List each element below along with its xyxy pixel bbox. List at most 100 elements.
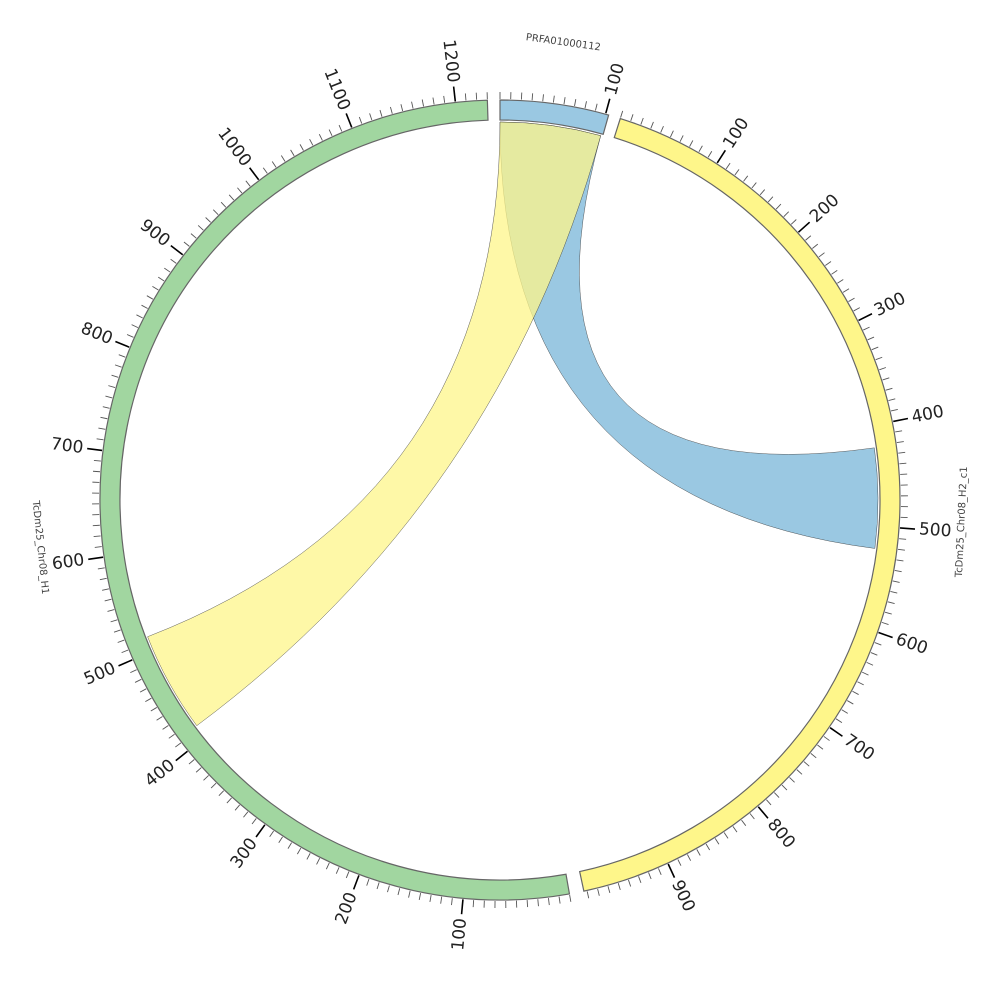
minor-tick [734, 169, 740, 176]
minor-tick [271, 161, 277, 168]
major-tick [249, 167, 260, 181]
minor-tick [183, 241, 190, 247]
tick-label: 1000 [213, 124, 255, 171]
minor-tick [318, 134, 323, 141]
minor-tick [677, 859, 682, 866]
minor-tick [97, 567, 105, 570]
minor-tick [831, 270, 838, 275]
minor-tick [113, 629, 121, 633]
minor-tick [287, 842, 292, 849]
minor-tick [705, 843, 711, 851]
minor-tick [879, 367, 887, 371]
minor-tick [882, 377, 890, 381]
segment-band [578, 117, 901, 892]
minor-tick [306, 853, 311, 860]
major-tick [115, 340, 130, 348]
minor-tick [874, 642, 882, 646]
minor-tick [366, 878, 370, 886]
major-tick [878, 631, 893, 639]
minor-tick [108, 385, 116, 389]
minor-tick [104, 598, 112, 602]
minor-tick [100, 416, 108, 420]
minor-tick [136, 314, 143, 319]
minor-tick [648, 872, 652, 880]
minor-tick [156, 716, 163, 721]
tick-label: 600 [893, 629, 930, 659]
minor-tick [885, 387, 893, 391]
minor-tick [408, 890, 411, 898]
minor-tick [269, 830, 274, 838]
minor-tick [707, 151, 713, 158]
minor-tick [443, 95, 446, 103]
minor-tick [896, 559, 904, 562]
minor-tick [158, 276, 165, 282]
tick-label: 200 [331, 890, 361, 927]
minor-tick [170, 258, 177, 264]
minor-tick [110, 619, 118, 623]
minor-tick [188, 759, 195, 765]
tick-label: 700 [840, 730, 878, 765]
minor-tick [117, 639, 125, 643]
segment-name-label: TcDm25_Chr08_H1 [30, 499, 51, 595]
tick-label: 1100 [319, 66, 354, 114]
minor-tick [548, 898, 550, 906]
minor-tick [126, 334, 134, 338]
tick-label: 600 [51, 550, 86, 574]
minor-tick [848, 297, 855, 302]
minor-tick [817, 744, 824, 750]
tick-label: 100 [448, 917, 471, 951]
tick-label: 100 [601, 61, 629, 98]
tick-label: 500 [918, 519, 952, 541]
links [147, 121, 879, 726]
minor-tick [870, 652, 878, 656]
minor-tick [107, 609, 115, 612]
minor-tick [218, 790, 225, 797]
minor-tick [670, 130, 674, 138]
minor-tick [114, 364, 122, 368]
minor-tick [131, 324, 139, 329]
minor-tick [309, 138, 314, 146]
minor-tick [210, 782, 217, 789]
minor-tick [105, 395, 113, 399]
minor-tick [810, 753, 817, 759]
minor-tick [212, 209, 219, 216]
minor-tick [767, 196, 774, 203]
tick-label: 800 [78, 318, 116, 349]
minor-tick [411, 101, 414, 109]
minor-tick [789, 777, 795, 783]
major-tick [255, 824, 266, 838]
minor-tick [162, 725, 169, 730]
minor-tick [400, 104, 404, 112]
minor-tick [790, 219, 797, 225]
minor-tick [542, 94, 544, 102]
minor-tick [620, 110, 624, 118]
minor-tick [723, 832, 729, 839]
major-tick [118, 659, 133, 667]
tick-label: 300 [871, 288, 909, 320]
major-tick [797, 221, 811, 233]
tick-label: 900 [667, 877, 699, 915]
minor-tick [617, 883, 621, 890]
minor-tick [325, 862, 330, 870]
minor-tick [203, 775, 209, 781]
minor-tick [190, 233, 197, 239]
minor-tick [296, 847, 302, 855]
minor-tick [118, 354, 126, 358]
minor-tick [93, 535, 101, 538]
minor-tick [759, 189, 766, 196]
tick-label: 400 [141, 755, 179, 791]
minor-tick [875, 356, 883, 361]
minor-tick [835, 718, 843, 724]
minor-tick [773, 792, 780, 798]
major-tick [460, 899, 464, 915]
minor-tick [857, 681, 864, 686]
minor-tick [98, 427, 106, 430]
minor-tick [899, 538, 907, 540]
minor-tick [99, 577, 107, 581]
minor-tick [278, 836, 283, 844]
minor-tick [796, 769, 803, 775]
minor-tick [867, 336, 875, 341]
minor-tick [660, 126, 664, 133]
